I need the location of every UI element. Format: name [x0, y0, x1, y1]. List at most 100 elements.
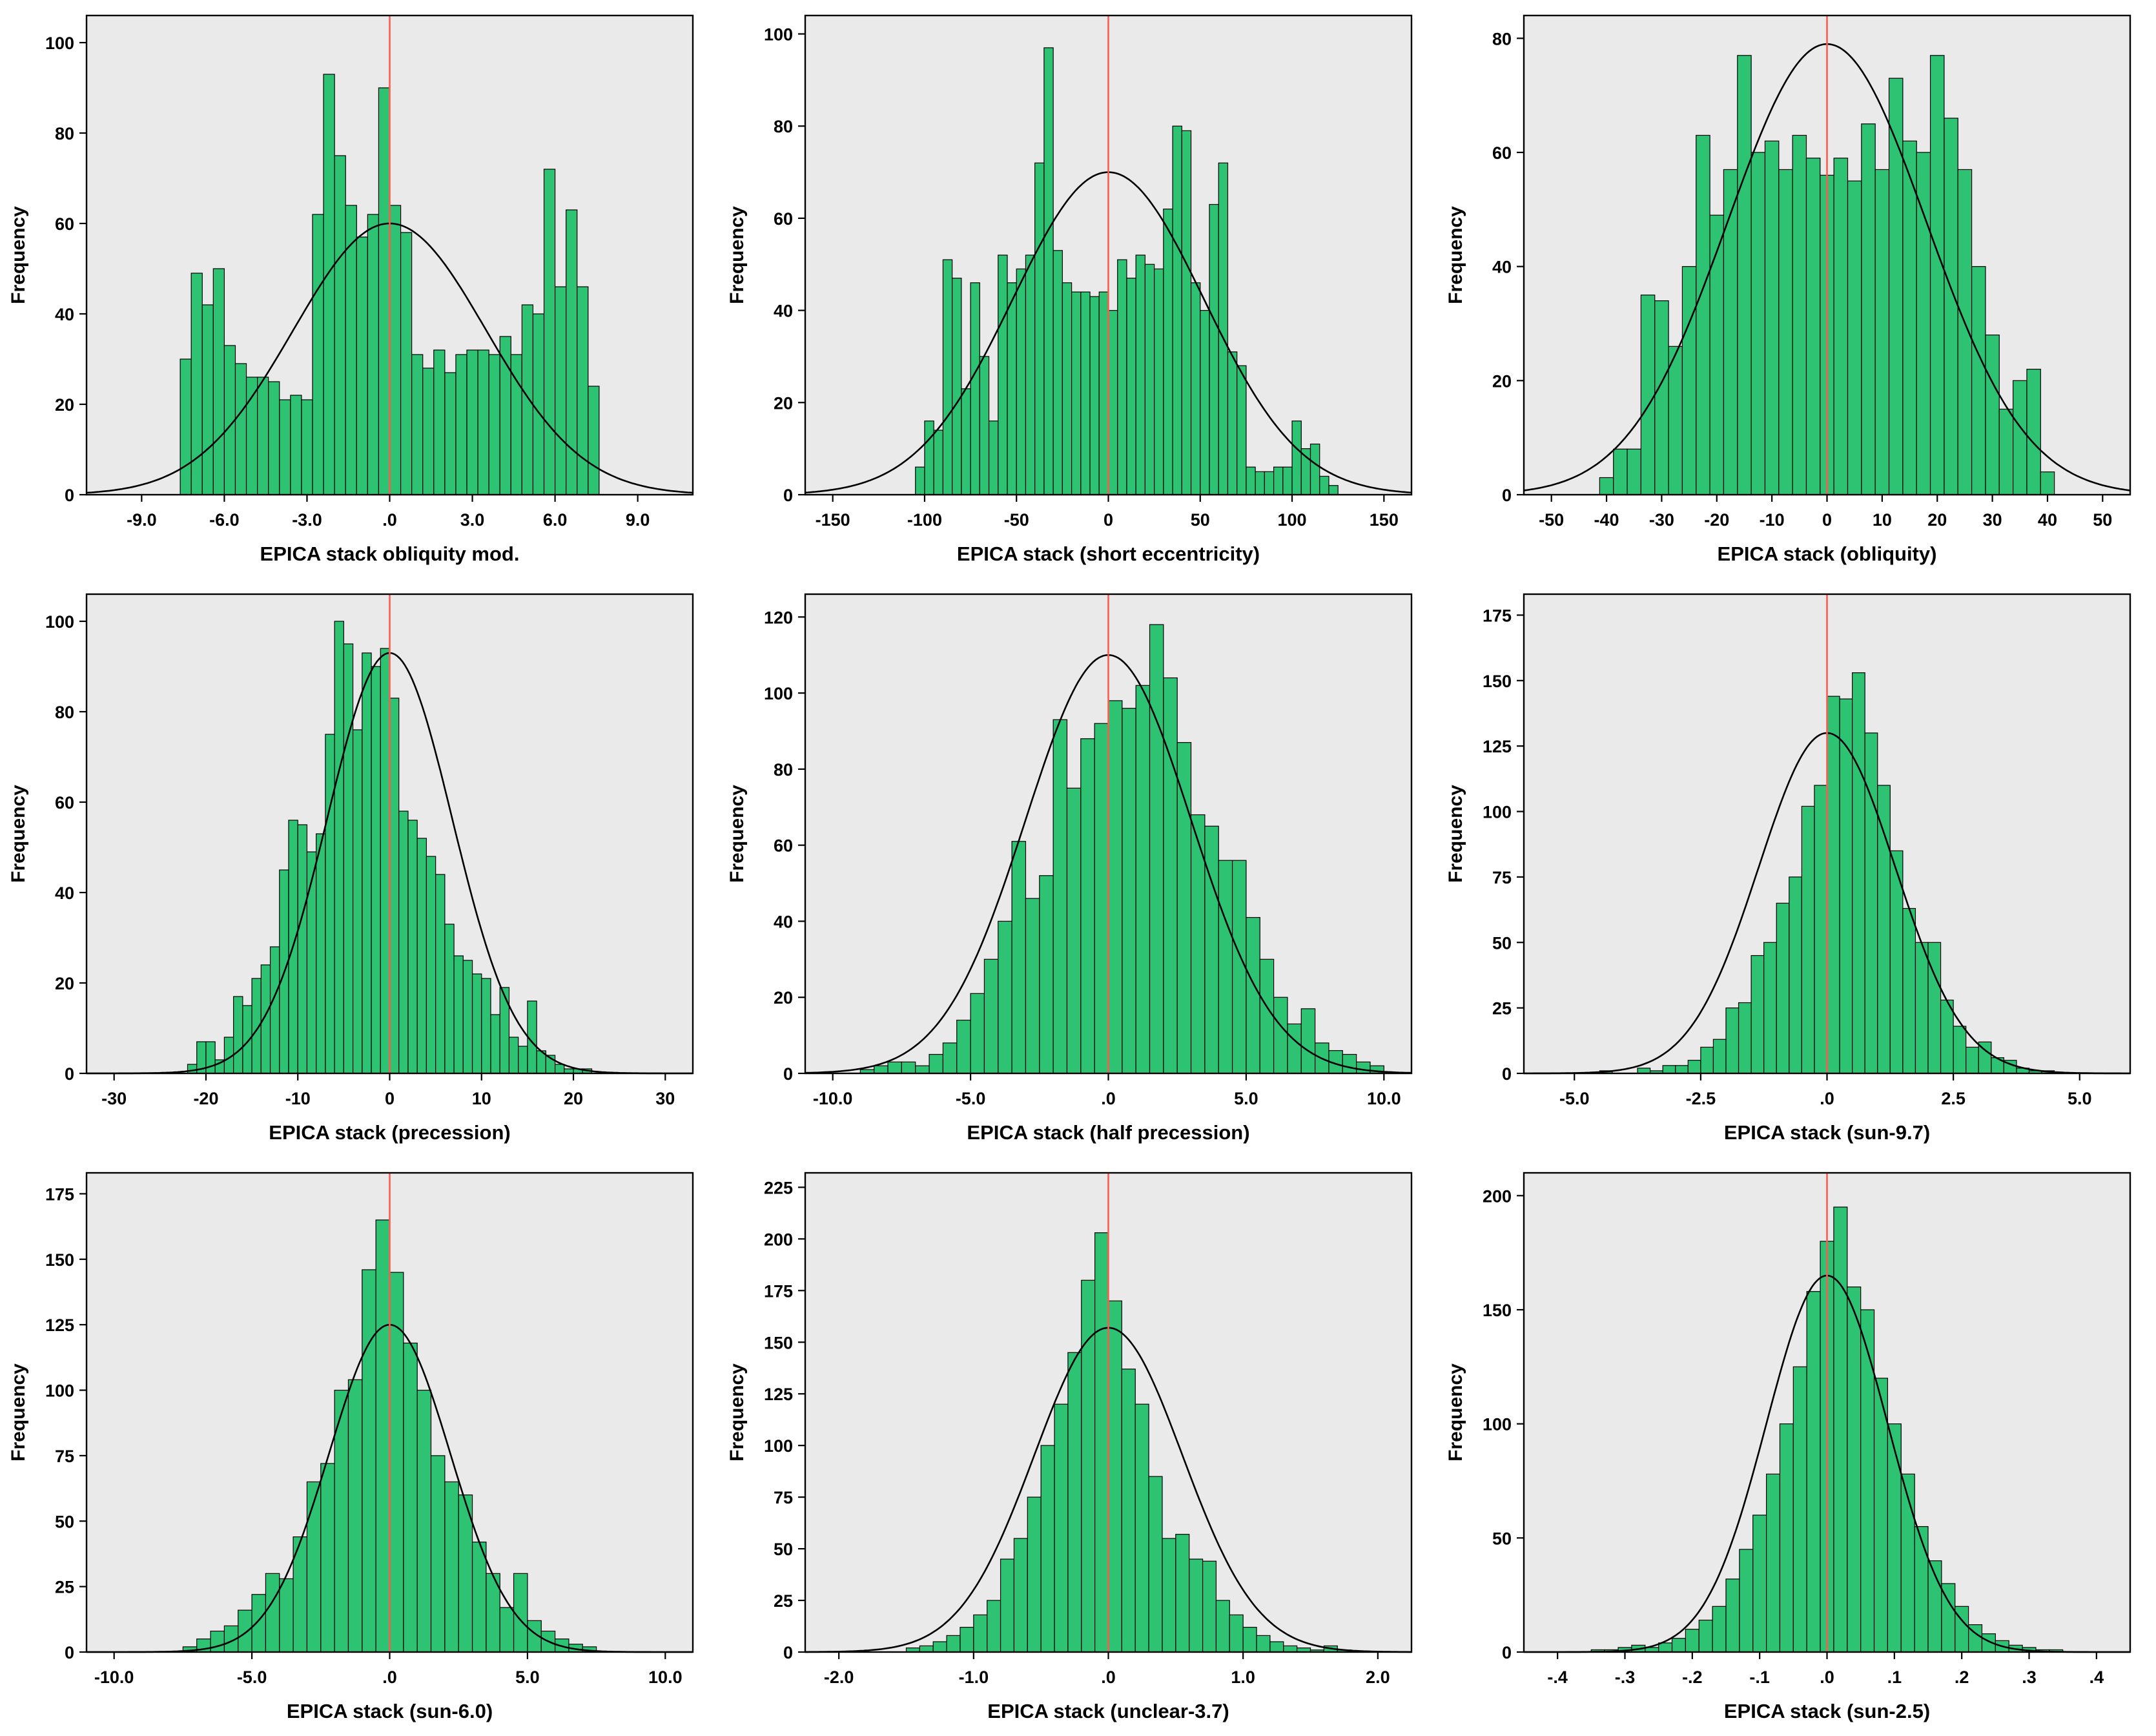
histogram-bar — [1752, 1514, 1767, 1653]
y-tick-label: 100 — [764, 25, 793, 45]
histogram-bar — [998, 920, 1012, 1074]
histogram-bar — [915, 466, 925, 495]
histogram-bar — [1172, 125, 1182, 495]
y-tick-label: 40 — [774, 912, 793, 931]
histogram-panel-8: -2.0 -1.0 .0 1.0 2.0 0 25 50 75 100 125 150 175 200 22… — [719, 1157, 1437, 1736]
histogram-bar — [901, 1061, 916, 1074]
histogram-bar — [400, 232, 413, 495]
histogram-bar — [407, 820, 418, 1074]
y-tick-label: 80 — [55, 124, 74, 143]
histogram-chart: -10.0 -5.0 .0 5.0 10.0 0 25 50 75 100 125 150 175 Fre… — [8, 1172, 694, 1722]
histogram-bar — [290, 395, 302, 495]
histogram-bar — [1246, 916, 1260, 1074]
histogram-chart: -5.0 -2.5 .0 2.5 5.0 0 25 50 75 100 125 150 175 Frequ… — [1445, 593, 2131, 1144]
histogram-bar — [1117, 259, 1127, 495]
histogram-bar — [378, 87, 391, 495]
x-tick-label: -5.0 — [1559, 1089, 1590, 1108]
x-tick-label: 10.0 — [1367, 1089, 1401, 1108]
y-tick-label: 125 — [1483, 737, 1512, 756]
histogram-bar — [1052, 250, 1063, 495]
histogram-panel-1: -9.0 -6.0 -3.0 .0 3.0 6.0 9.0 0 20 40 60 80 100 Frequ… — [0, 0, 719, 579]
y-tick-label: 100 — [764, 1436, 793, 1456]
y-tick-label: 50 — [774, 1540, 793, 1559]
y-tick-label: 20 — [1492, 371, 1512, 391]
histogram-bar — [1176, 742, 1192, 1074]
y-tick-label: 150 — [1483, 672, 1512, 691]
x-tick-label: -.4 — [1547, 1668, 1568, 1687]
histogram-bar — [1067, 1352, 1082, 1653]
histogram-bar — [1328, 485, 1339, 495]
histogram-bar — [367, 214, 380, 495]
x-tick-label: -10.0 — [94, 1668, 134, 1687]
x-tick-label: -100 — [907, 510, 942, 530]
histogram-bar — [1309, 443, 1320, 495]
histogram-bar — [362, 1269, 376, 1653]
x-tick-label: .0 — [382, 1668, 397, 1687]
histogram-bar — [1218, 860, 1233, 1074]
x-tick-label: -2.0 — [824, 1668, 854, 1687]
histogram-bar — [1971, 266, 1986, 495]
histogram-bar — [1342, 1053, 1357, 1074]
x-tick-label: 50 — [2093, 510, 2112, 530]
histogram-bar — [245, 377, 258, 495]
histogram-bar — [1300, 1008, 1316, 1074]
histogram-bar — [1902, 140, 1917, 495]
x-tick-label: -2.5 — [1686, 1089, 1716, 1108]
histogram-bar — [265, 1573, 280, 1653]
y-tick-label: 40 — [55, 884, 74, 903]
histogram-bar — [1256, 1635, 1271, 1653]
histogram-bar — [180, 358, 192, 495]
histogram-bar — [453, 955, 464, 1074]
histogram-bar — [371, 666, 381, 1074]
histogram-panel-7: -10.0 -5.0 .0 5.0 10.0 0 25 50 75 100 125 150 175 Fre… — [0, 1157, 719, 1736]
histogram-bar — [1200, 310, 1210, 495]
histogram-bar — [1163, 209, 1173, 495]
histogram-bar — [956, 1019, 971, 1074]
x-tick-label: 10 — [472, 1089, 491, 1108]
histogram-bar — [513, 1573, 528, 1653]
histogram-panel-2: -150 -100 -50 0 50 100 150 0 20 40 60 80 100 Frequenc… — [719, 0, 1437, 579]
histogram-bar — [1696, 134, 1710, 495]
histogram-bar — [1737, 55, 1752, 495]
histogram-bar — [1957, 169, 1973, 495]
histogram-bar — [1900, 1473, 1915, 1653]
histogram-bar — [1181, 130, 1192, 495]
histogram-bar — [389, 205, 402, 495]
histogram-bar — [347, 1379, 363, 1653]
histogram-bar — [389, 1272, 404, 1653]
histogram-chart: -10.0 -5.0 .0 5.0 10.0 0 20 40 60 80 100 120 Frequen… — [726, 593, 1413, 1144]
histogram-bar — [1700, 1046, 1714, 1074]
y-axis-label: Frequency — [1445, 206, 1466, 304]
x-tick-label: -5.0 — [237, 1668, 267, 1687]
histogram-bar — [1135, 685, 1151, 1074]
y-tick-label: 125 — [45, 1316, 74, 1335]
histogram-bar — [554, 286, 567, 495]
histogram-bar — [306, 851, 317, 1074]
histogram-bar — [1860, 1309, 1875, 1653]
histogram-bar — [961, 388, 971, 495]
histogram-bar — [1766, 1473, 1781, 1653]
histogram-bar — [1998, 408, 2014, 495]
histogram-bar — [1864, 732, 1878, 1074]
histogram-bar — [471, 1542, 487, 1653]
histogram-bar — [499, 987, 510, 1074]
histogram-bar — [1237, 365, 1247, 495]
y-tick-label: 80 — [774, 760, 793, 780]
histogram-bar — [1013, 1538, 1028, 1653]
x-tick-label: 20 — [564, 1089, 583, 1108]
histogram-bar — [1847, 180, 1862, 495]
histogram-bar — [577, 286, 589, 495]
y-axis-label: Frequency — [1445, 1363, 1466, 1462]
histogram-bar — [435, 874, 446, 1074]
histogram-bar — [312, 214, 324, 495]
histogram-bar — [433, 349, 446, 495]
histogram-bar — [942, 259, 953, 495]
x-tick-label: .0 — [1101, 1089, 1116, 1108]
histogram-bar — [1725, 1578, 1740, 1653]
y-tick-label: 0 — [1502, 1643, 1512, 1662]
histogram-bar — [1763, 942, 1777, 1074]
histogram-bar — [1953, 1026, 1967, 1074]
histogram-bar — [444, 372, 457, 495]
x-tick-label: 5.0 — [1234, 1089, 1258, 1108]
histogram-bar — [1242, 1627, 1257, 1653]
